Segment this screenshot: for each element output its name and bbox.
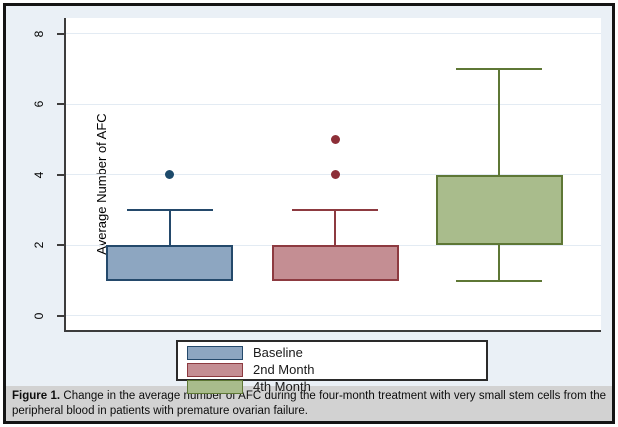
- box-4th-month: [435, 174, 563, 246]
- gridline: [66, 315, 601, 317]
- legend-label: 2nd Month: [253, 362, 315, 377]
- whisker-cap-high: [126, 209, 213, 212]
- legend-item-4th-month: 4th Month: [187, 378, 333, 395]
- whisker-cap-high: [292, 209, 379, 212]
- outlier-dot: [165, 170, 175, 180]
- whisker-cap-low: [456, 279, 543, 282]
- y-tick-mark: [57, 173, 64, 176]
- legend-swatch: [187, 362, 243, 377]
- legend-swatch: [187, 379, 243, 394]
- y-tick-label: 4: [32, 171, 46, 179]
- legend-box: Baseline 2nd Month 4th Month: [176, 340, 488, 394]
- outlier-dot: [330, 170, 340, 180]
- y-tick-mark: [57, 244, 64, 247]
- y-tick-label: 8: [32, 30, 46, 38]
- chart-area: Average Number of AFC Baseline 2nd Month 4…: [6, 6, 612, 394]
- caption-label: Figure 1.: [12, 390, 61, 402]
- caption-bar: Figure 1. Change in the average number o…: [6, 386, 612, 421]
- gridline: [66, 33, 601, 35]
- y-tick-mark: [57, 32, 64, 35]
- outlier-dot: [330, 135, 340, 145]
- plot-area: Average Number of AFC: [64, 18, 601, 332]
- legend-item-baseline: Baseline: [187, 344, 333, 361]
- whisker-cap-high: [456, 68, 543, 71]
- legend-item-2nd-month: 2nd Month: [187, 361, 333, 378]
- whisker-stem-high: [498, 69, 501, 175]
- legend-swatch: [187, 345, 243, 360]
- y-tick-mark: [57, 314, 64, 317]
- whisker-stem-high: [334, 210, 337, 246]
- box-2nd-month: [271, 245, 399, 281]
- legend-label: Baseline: [253, 345, 303, 360]
- y-tick-label: 0: [32, 312, 46, 320]
- y-tick-label: 2: [32, 242, 46, 249]
- legend-label: 4th Month: [253, 379, 311, 394]
- whisker-stem-high: [168, 210, 171, 246]
- box-baseline: [106, 245, 234, 281]
- whisker-stem-low: [498, 245, 501, 281]
- gridline: [66, 103, 601, 105]
- y-tick-mark: [57, 103, 64, 106]
- y-tick-label: 6: [32, 101, 46, 108]
- figure-border: Average Number of AFC Baseline 2nd Month 4…: [3, 3, 615, 424]
